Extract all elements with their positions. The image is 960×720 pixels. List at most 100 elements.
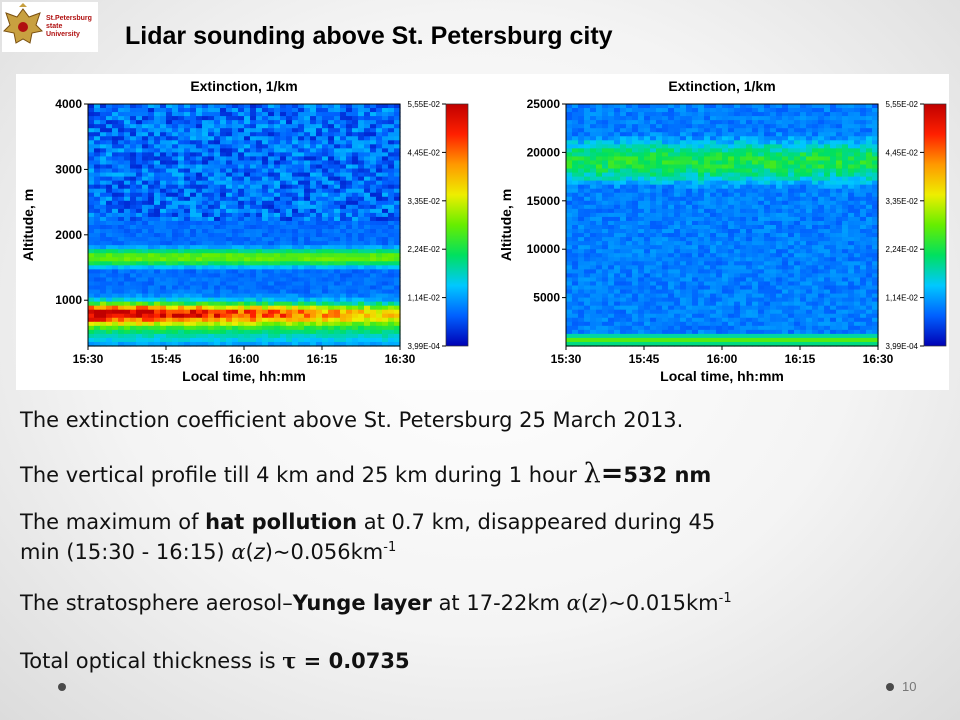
- heatmap-cell: [148, 297, 155, 303]
- heatmap-cell: [602, 168, 609, 174]
- heatmap-cell: [322, 253, 329, 258]
- heatmap-cell: [346, 333, 353, 339]
- heatmap-cell: [178, 297, 185, 303]
- heatmap-cell: [220, 164, 227, 170]
- heatmap-cell: [608, 124, 615, 129]
- heatmap-cell: [214, 309, 221, 315]
- heatmap-cell: [668, 160, 675, 166]
- heatmap-cell: [388, 309, 395, 315]
- heatmap-cell: [334, 196, 341, 202]
- heatmap-cell: [310, 313, 317, 319]
- heatmap-cell: [118, 152, 125, 158]
- heatmap-cell: [130, 329, 137, 335]
- heatmap-cell: [352, 136, 359, 141]
- heatmap-cell: [304, 309, 311, 315]
- heatmap-cell: [328, 237, 335, 242]
- heatmap-cell: [238, 293, 245, 299]
- heatmap-cell: [394, 245, 401, 250]
- y-tick-label: 3000: [55, 162, 82, 176]
- heatmap-cell: [118, 200, 125, 206]
- heatmap-cell: [578, 136, 585, 141]
- heatmap-cell: [590, 124, 597, 129]
- heatmap-cell: [818, 220, 825, 226]
- heatmap-cell: [322, 152, 329, 158]
- heatmap-cell: [842, 160, 849, 166]
- heatmap-cell: [154, 333, 161, 339]
- heatmap-cell: [298, 297, 305, 303]
- heatmap-cell: [250, 261, 257, 266]
- heatmap-cell: [358, 265, 365, 270]
- heatmap-cell: [106, 285, 113, 291]
- heatmap-cell: [154, 144, 161, 149]
- heatmap-cell: [172, 229, 179, 234]
- heatmap-cell: [178, 305, 185, 311]
- heatmap-cell: [202, 112, 209, 117]
- heatmap-cell: [286, 200, 293, 206]
- heatmap-cell: [178, 293, 185, 299]
- colorbar-tick-label: 1,14E-02: [408, 294, 441, 303]
- heatmap-cell: [794, 200, 801, 206]
- heatmap-cell: [304, 337, 311, 343]
- heatmap-cell: [818, 156, 825, 162]
- heatmap-cell: [578, 128, 585, 133]
- heatmap-cell: [352, 253, 359, 258]
- heatmap-cell: [740, 152, 747, 158]
- heatmap-cell: [202, 140, 209, 145]
- heatmap-cell: [346, 309, 353, 315]
- heatmap-cell: [286, 269, 293, 274]
- heatmap-cell: [124, 261, 131, 266]
- heatmap-cell: [118, 148, 125, 153]
- heatmap-cell: [232, 293, 239, 299]
- x-axis-label: Local time, hh:mm: [182, 368, 306, 384]
- heatmap-cell: [620, 233, 627, 238]
- heatmap-cell: [292, 329, 299, 335]
- heatmap-cell: [112, 152, 119, 158]
- heatmap-cell: [346, 116, 353, 121]
- heatmap-cell: [674, 120, 681, 125]
- heatmap-cell: [268, 257, 275, 262]
- x-tick-label: 15:30: [73, 352, 104, 366]
- heatmap-cell: [590, 237, 597, 242]
- heatmap-cell: [686, 237, 693, 242]
- heatmap-cell: [758, 140, 765, 145]
- heatmap-cell: [608, 225, 615, 230]
- heatmap-cell: [280, 216, 287, 222]
- colorbar: [445, 103, 469, 347]
- heatmap-cell: [376, 277, 383, 283]
- heatmap-cell: [590, 128, 597, 133]
- heatmap-cell: [632, 112, 639, 117]
- heatmap-cell: [112, 257, 119, 262]
- heatmap-cell: [184, 333, 191, 339]
- heatmap-cell: [388, 208, 395, 214]
- heatmap-cell: [256, 164, 263, 170]
- heatmap-cell: [812, 188, 819, 194]
- heatmap-cell: [382, 337, 389, 343]
- heatmap-cell: [358, 160, 365, 166]
- heatmap-cell: [388, 249, 395, 254]
- heatmap-cell: [650, 124, 657, 129]
- heatmap-cell: [662, 132, 669, 137]
- heatmap-cell: [124, 220, 131, 226]
- heatmap-cell: [136, 241, 143, 246]
- heatmap-cell: [644, 241, 651, 246]
- heatmap-cell: [668, 132, 675, 137]
- heatmap-cell: [238, 180, 245, 186]
- heatmap-cell: [334, 229, 341, 234]
- heatmap-cell: [166, 216, 173, 222]
- heatmap-cell: [758, 233, 765, 238]
- heatmap-cell: [220, 112, 227, 117]
- heatmap-cell: [722, 124, 729, 129]
- heatmap-cell: [214, 160, 221, 166]
- heatmap-cell: [112, 261, 119, 266]
- heatmap-cell: [872, 116, 879, 121]
- heatmap-cell: [166, 273, 173, 279]
- heatmap-cell: [728, 188, 735, 194]
- heatmap-cell: [328, 216, 335, 222]
- heatmap-cell: [208, 301, 215, 307]
- heatmap-cell: [352, 144, 359, 149]
- heatmap-cell: [334, 301, 341, 307]
- heatmap-cell: [782, 152, 789, 158]
- heatmap-cell: [758, 204, 765, 210]
- heatmap-cell: [202, 144, 209, 149]
- heatmap-cell: [322, 225, 329, 230]
